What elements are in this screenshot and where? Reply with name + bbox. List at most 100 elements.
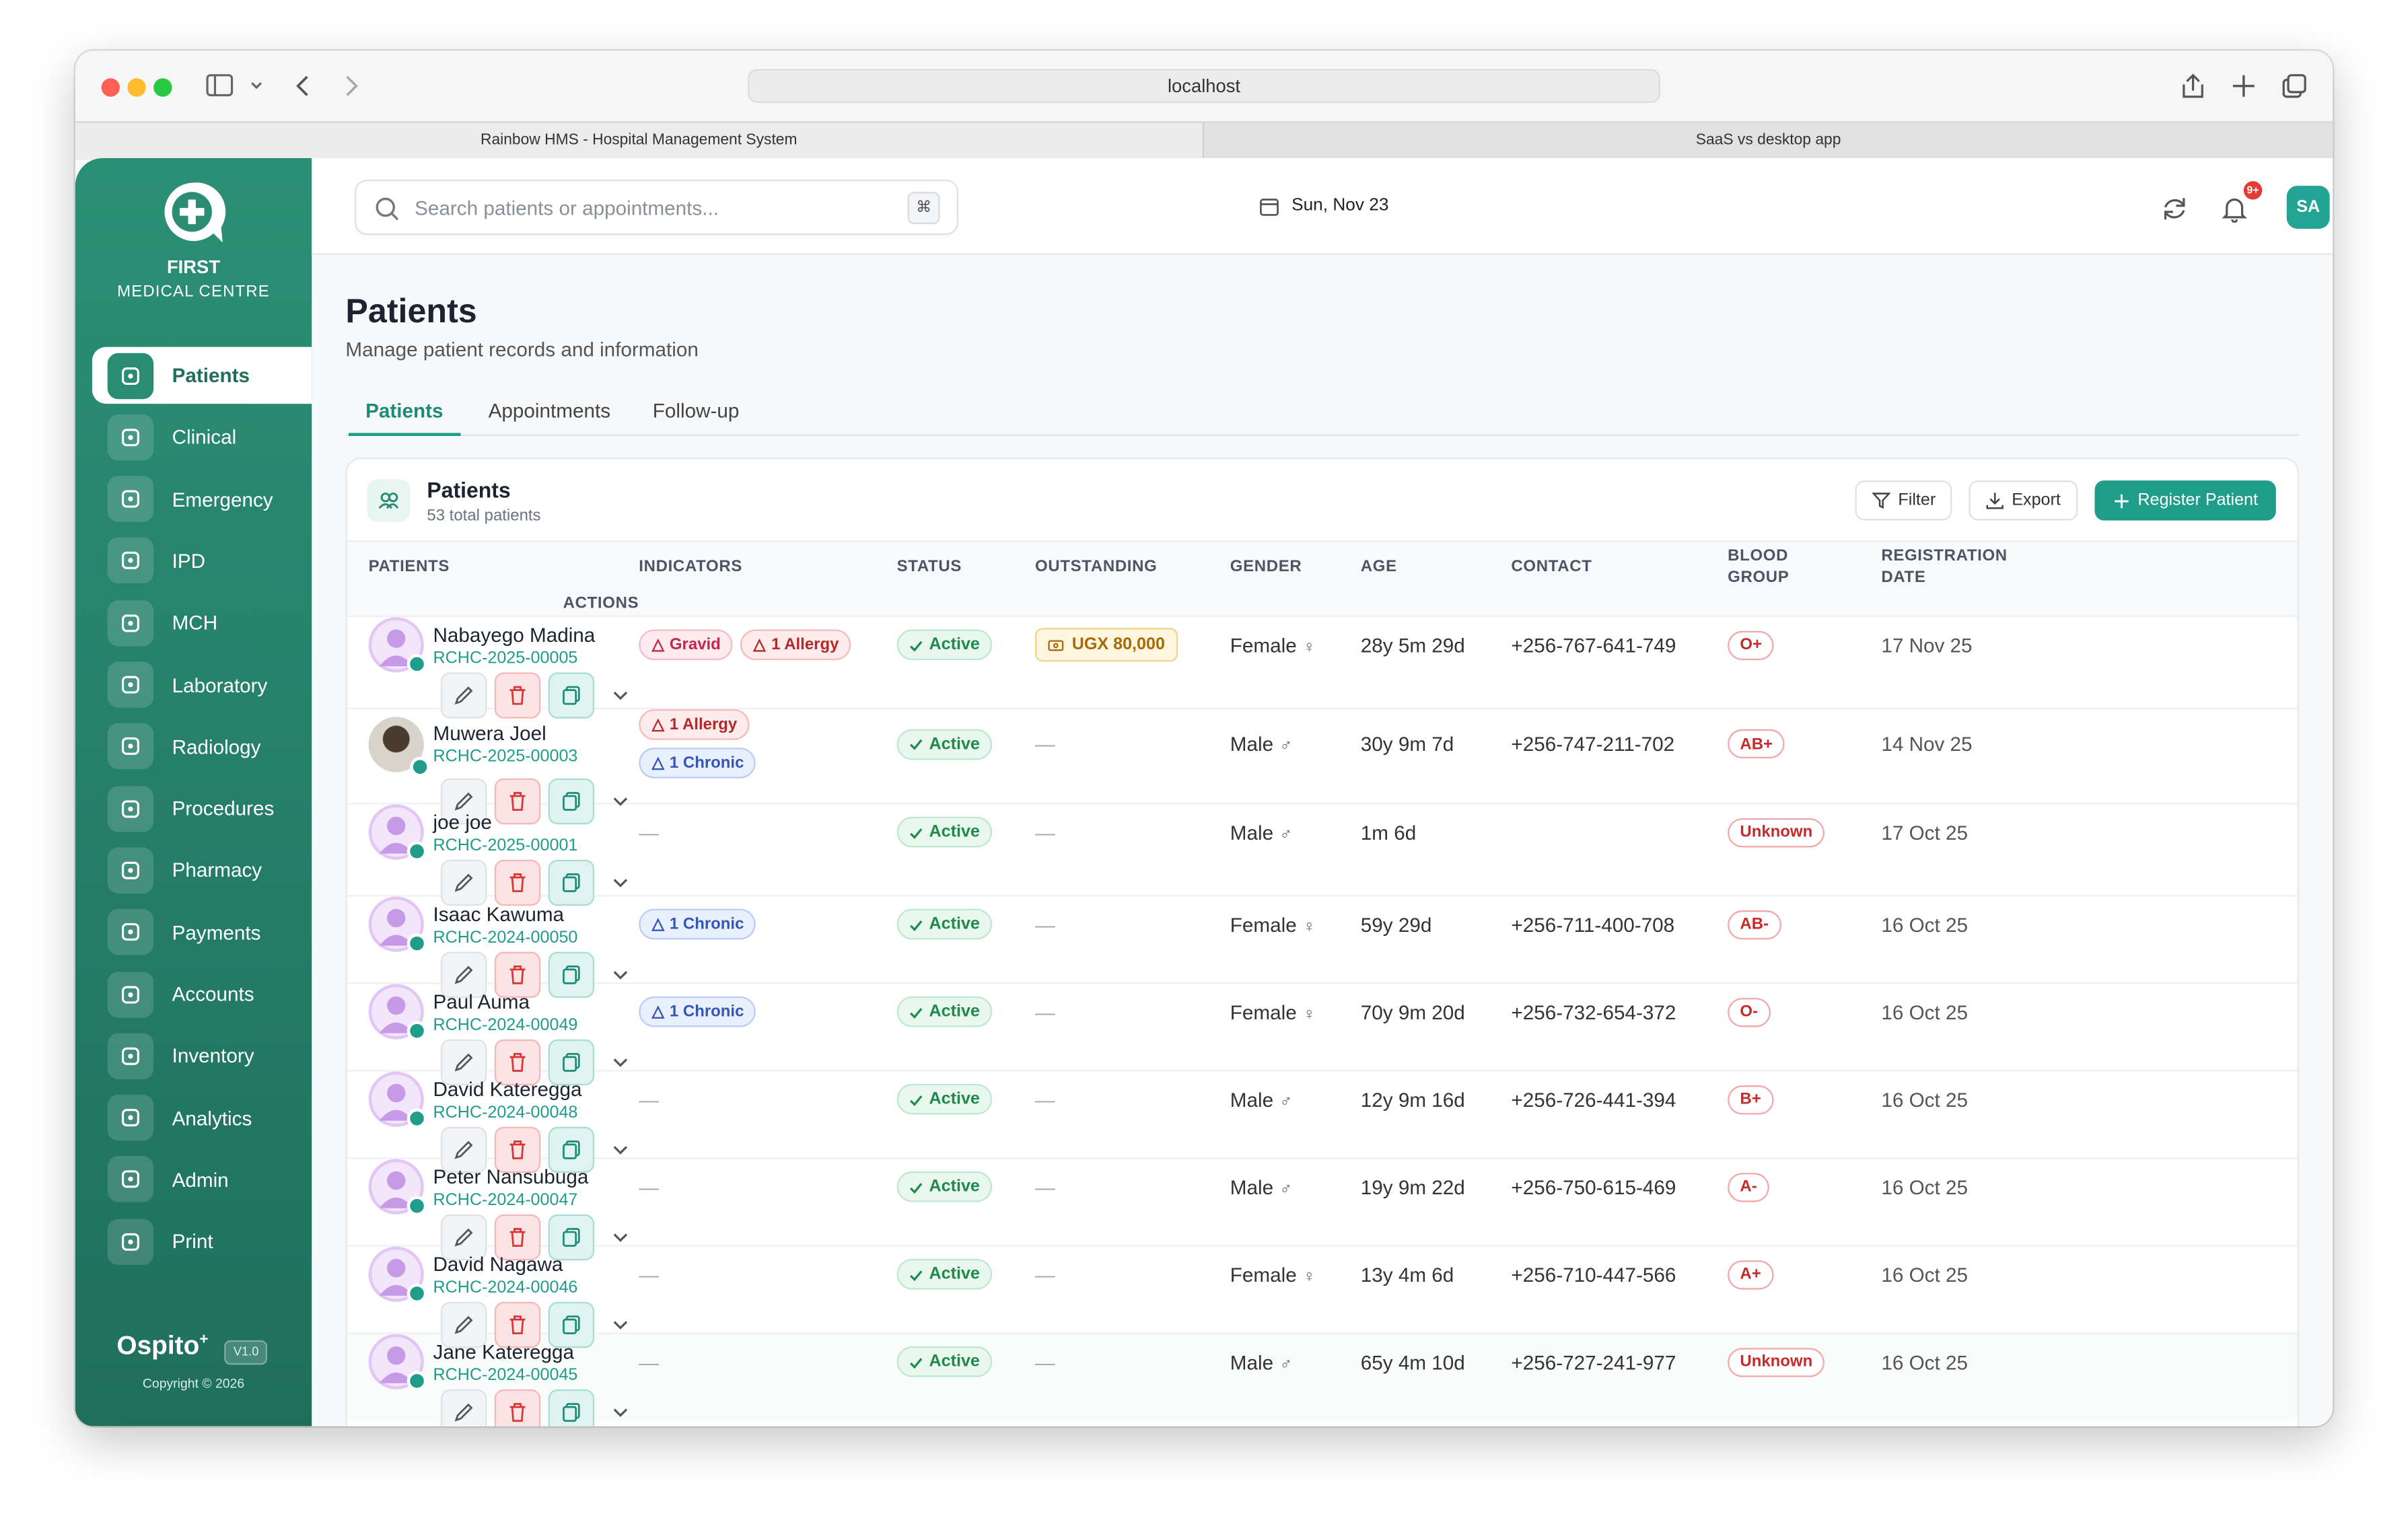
contact-cell: +256-726-441-394 [1511, 1088, 1728, 1111]
copy-button[interactable] [548, 778, 595, 825]
nav-item[interactable]: Accounts [92, 966, 312, 1022]
edit-button[interactable] [440, 859, 487, 906]
status-cell: Active [896, 1258, 1035, 1290]
edit-button[interactable] [440, 1126, 487, 1173]
icon-glyph [121, 676, 139, 694]
edit-button[interactable] [440, 1301, 487, 1348]
expand-button[interactable] [602, 1228, 639, 1246]
delete-button[interactable] [494, 951, 541, 998]
notification-button[interactable] [2221, 195, 2248, 223]
nav-item[interactable]: Pharmacy [92, 842, 312, 898]
table-row: Muwera Joel RCHC-2025-00003 1 Allergy 1 Chr… [347, 707, 2298, 825]
avatar-badge [406, 933, 427, 953]
nav-item[interactable]: Admin [92, 1151, 312, 1208]
register-patient-button[interactable]: Register Patient [2094, 480, 2277, 521]
delete-button[interactable] [494, 1126, 541, 1173]
nav-item[interactable]: Print [92, 1213, 312, 1270]
filter-button[interactable]: Filter [1855, 480, 1953, 521]
patient-info: Jane Kateregga RCHC-2024-00045 [433, 1340, 577, 1384]
gender: Female [1230, 633, 1297, 657]
copy-button[interactable] [548, 1301, 595, 1348]
delete-button[interactable] [494, 1301, 541, 1348]
nav-item[interactable]: MCH [92, 594, 312, 651]
user-avatar[interactable]: SA [2286, 186, 2330, 229]
delete-button[interactable] [494, 859, 541, 906]
edit-button[interactable] [440, 672, 487, 719]
check-icon [910, 1007, 923, 1018]
brand-name: FIRST [166, 256, 221, 278]
nav-item[interactable]: Inventory [92, 1027, 312, 1084]
expand-button[interactable] [602, 1140, 639, 1159]
export-button[interactable]: Export [1969, 480, 2078, 521]
browser-actions[interactable] [2179, 71, 2317, 102]
close-button[interactable] [101, 78, 120, 97]
copy-button[interactable] [548, 1389, 595, 1426]
copy-button[interactable] [548, 1214, 595, 1261]
refresh-button[interactable] [2161, 195, 2189, 223]
expand-button[interactable] [602, 1403, 639, 1421]
page-tab[interactable]: Patients [348, 388, 460, 437]
gender: Male [1230, 820, 1274, 844]
copy-button[interactable] [548, 859, 595, 906]
expand-button[interactable] [602, 1053, 639, 1071]
edit-button[interactable] [440, 1214, 487, 1261]
address-bar[interactable]: localhost [748, 69, 1660, 103]
expand-button[interactable] [602, 792, 639, 810]
patient-cell: joe joe RCHC-2025-00001 [368, 804, 639, 862]
minimize-button[interactable] [127, 78, 146, 97]
nav-item[interactable]: IPD [92, 533, 312, 589]
icon-glyph [121, 614, 139, 632]
browser-tab[interactable]: Rainbow HMS - Hospital Management System [75, 122, 1203, 160]
contact-cell: +256-727-241-977 [1511, 1350, 1728, 1373]
icon-glyph [121, 552, 139, 570]
search-box[interactable]: Search patients or appointments... ⌘ [355, 179, 958, 235]
nav-item[interactable]: Patients [92, 347, 312, 404]
status-cell: Active [896, 1171, 1035, 1202]
copy-button[interactable] [548, 1039, 595, 1086]
nav-item[interactable]: Radiology [92, 718, 312, 774]
delete-button[interactable] [494, 1214, 541, 1261]
expand-button[interactable] [602, 966, 639, 984]
avatar-glyph [379, 908, 413, 946]
search-placeholder: Search patients or appointments... [415, 196, 719, 220]
indicator-label: 1 Chronic [669, 914, 744, 934]
sidebar-toggle[interactable] [206, 74, 267, 99]
indicator-badge: Gravid [639, 629, 734, 661]
nav-item[interactable]: Laboratory [92, 656, 312, 713]
nav-arrows[interactable] [290, 74, 367, 99]
delete-button[interactable] [494, 1389, 541, 1426]
delete-button[interactable] [494, 672, 541, 719]
patient-info: Isaac Kawuma RCHC-2024-00050 [433, 902, 577, 946]
zoom-button[interactable] [153, 78, 172, 97]
table-row: Paul Auma RCHC-2024-00049 1 Chronic Active —… [347, 982, 2298, 1086]
button-label: Filter [1898, 491, 1936, 510]
nav-item[interactable]: Analytics [92, 1089, 312, 1146]
avatar-badge [406, 1196, 427, 1216]
status-cell: Active [896, 908, 1035, 940]
nav-item[interactable]: Procedures [92, 780, 312, 836]
expand-button[interactable] [602, 686, 639, 704]
nav-icon [107, 1157, 154, 1203]
nav-item[interactable]: Emergency [92, 471, 312, 528]
indicators-cell: 1 Chronic [639, 996, 896, 1027]
delete-button[interactable] [494, 778, 541, 825]
nav-item[interactable]: Clinical [92, 409, 312, 466]
page-tab[interactable]: Appointments [488, 399, 611, 423]
delete-icon [509, 686, 526, 705]
page-tab[interactable]: Follow-up [652, 399, 740, 423]
copy-button[interactable] [548, 1126, 595, 1173]
copy-button[interactable] [548, 951, 595, 998]
expand-button[interactable] [602, 1315, 639, 1334]
edit-button[interactable] [440, 1039, 487, 1086]
delete-icon [509, 1228, 526, 1247]
edit-button[interactable] [440, 951, 487, 998]
gender-cell: Female ♀ [1230, 1263, 1361, 1286]
expand-button[interactable] [602, 873, 639, 892]
delete-button[interactable] [494, 1039, 541, 1086]
browser-tab[interactable]: SaaS vs desktop app [1202, 122, 2333, 160]
patient-id: RCHC-2025-00005 [433, 649, 578, 667]
nav-item[interactable]: Payments [92, 904, 312, 960]
edit-button[interactable] [440, 778, 487, 825]
copy-button[interactable] [548, 672, 595, 719]
edit-button[interactable] [440, 1389, 487, 1426]
